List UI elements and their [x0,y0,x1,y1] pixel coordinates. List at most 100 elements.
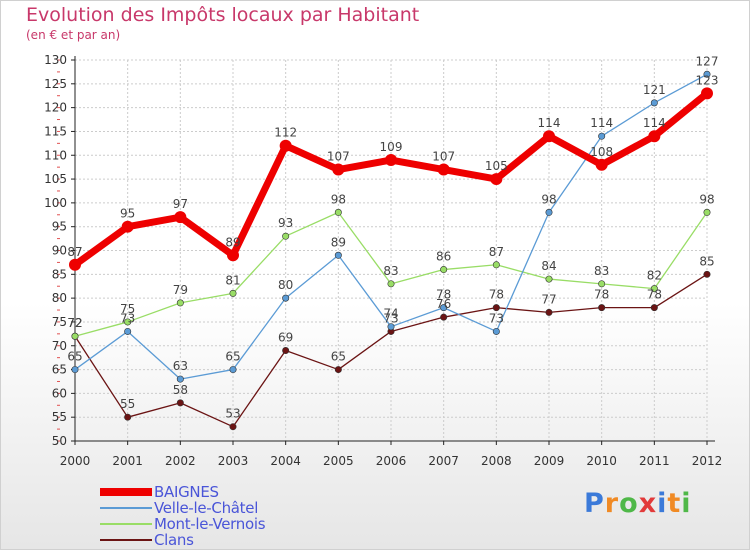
data-label-baignes-2000: 87 [67,245,82,259]
legend-swatch-mont-le-vernois [100,523,152,525]
data-point-velle-le-chatel-2005 [334,251,342,259]
data-point-clans-2001 [124,413,132,421]
y-tick-label-65: 65 [52,363,67,377]
legend-item-baignes: BAIGNES [100,483,265,501]
data-label-mont-le-vernois-2010: 83 [594,264,609,278]
legend-label-baignes: BAIGNES [154,483,219,501]
logo-letter: r [604,488,620,519]
axes [74,56,715,442]
data-label-clans-2000: 72 [67,316,82,330]
data-label-clans-2008: 78 [489,288,504,302]
data-point-mont-le-vernois-2012 [703,208,711,216]
legend-swatch-clans [100,539,152,541]
data-point-mont-le-vernois-2003 [229,289,237,297]
data-point-mont-le-vernois-2008 [492,261,500,269]
chart-subtitle: (en € et par an) [26,28,121,42]
data-label-clans-2012: 85 [699,254,714,268]
data-point-clans-2010 [598,304,606,312]
data-label-velle-le-chatel-2008: 73 [489,311,504,325]
data-point-baignes-2007 [437,163,450,176]
y-tick-label-130: 130 [44,53,67,67]
data-label-baignes-2006: 109 [380,140,403,154]
data-point-clans-2005 [334,366,342,374]
data-label-velle-le-chatel-2003: 65 [225,350,240,364]
data-point-velle-le-chatel-2008 [492,327,500,335]
x-tick-label-2000: 2000 [60,454,91,468]
data-point-velle-le-chatel-2000 [71,366,79,374]
logo-letter: t [667,488,682,519]
legend: BAIGNES Velle-le-Châtel Mont-le-Vernois … [100,483,266,549]
y-tick-label-105: 105 [44,172,67,186]
data-label-baignes-2004: 112 [274,126,297,140]
y-tick-label-60: 60 [52,386,67,400]
data-label-clans-2005: 65 [331,350,346,364]
data-point-velle-le-chatel-2001 [124,327,132,335]
y-tick-label-100: 100 [44,196,67,210]
data-point-mont-le-vernois-2009 [545,275,553,283]
data-point-mont-le-vernois-2002 [176,299,184,307]
data-label-velle-le-chatel-2011: 121 [643,83,666,97]
data-label-baignes-2008: 105 [485,159,508,173]
logo-letter: i [681,488,692,519]
data-label-mont-le-vernois-2004: 93 [278,216,293,230]
logo-letter: o [619,488,639,519]
data-point-clans-2007 [440,313,448,321]
logo-letter: i [657,488,668,519]
data-label-clans-2001: 55 [120,397,135,411]
y-axis-ticks: 50 55 60 65 70 75 80 85 90 95 100 105 110 115 120 125 13… [44,53,75,448]
legend-label-velle-le-chatel: Velle-le-Châtel [154,499,259,517]
data-label-velle-le-chatel-2010: 114 [590,116,613,130]
data-label-clans-2009: 77 [541,292,556,306]
x-tick-label-2009: 2009 [534,454,565,468]
x-tick-label-2007: 2007 [428,454,459,468]
data-point-velle-le-chatel-2002 [176,375,184,383]
x-tick-label-2005: 2005 [323,454,354,468]
data-point-velle-le-chatel-2007 [440,304,448,312]
data-point-velle-le-chatel-2003 [229,366,237,374]
data-point-mont-le-vernois-2001 [124,318,132,326]
data-point-clans-2009 [545,308,553,316]
data-label-clans-2010: 78 [594,288,609,302]
y-tick-label-125: 125 [44,77,67,91]
data-point-clans-2011 [650,304,658,312]
chart-title: Evolution des Impôts locaux par Habitant [26,4,420,26]
data-label-velle-le-chatel-2001: 73 [120,311,135,325]
data-point-baignes-2011 [648,130,661,143]
data-label-baignes-2002: 97 [173,197,188,211]
data-label-mont-le-vernois-2007: 86 [436,250,451,264]
data-label-baignes-2010: 108 [590,145,613,159]
data-point-baignes-2010 [595,158,608,171]
data-label-velle-le-chatel-2012: 127 [696,54,719,68]
y-tick-label-55: 55 [52,410,67,424]
data-point-velle-le-chatel-2004 [282,294,290,302]
data-point-velle-le-chatel-2006 [387,323,395,331]
logo-letter: x [638,488,658,519]
data-label-baignes-2003: 89 [225,235,240,249]
data-label-mont-le-vernois-2006: 83 [383,264,398,278]
data-point-velle-le-chatel-2009 [545,208,553,216]
data-point-mont-le-vernois-2004 [282,232,290,240]
x-tick-label-2002: 2002 [165,454,196,468]
data-label-baignes-2012: 123 [696,73,719,87]
data-label-clans-2003: 53 [225,407,240,421]
legend-label-mont-le-vernois: Mont-le-Vernois [154,515,266,533]
data-point-velle-le-chatel-2011 [650,99,658,107]
data-label-mont-le-vernois-2000: 72 [67,316,82,330]
x-tick-label-2010: 2010 [586,454,617,468]
y-tick-label-115: 115 [44,124,67,138]
data-point-baignes-2005 [332,163,345,176]
data-point-mont-le-vernois-2007 [440,266,448,274]
data-point-baignes-2012 [701,87,713,100]
y-tick-label-85: 85 [52,267,67,281]
data-label-clans-2011: 78 [647,288,662,302]
x-tick-label-2004: 2004 [270,454,301,468]
data-label-velle-le-chatel-2004: 80 [278,278,293,292]
data-point-baignes-2004 [279,139,292,152]
data-point-baignes-2008 [490,173,503,186]
data-label-mont-le-vernois-2012: 98 [699,192,714,206]
legend-item-velle-le-chatel: Velle-le-Châtel [100,499,265,517]
data-label-baignes-2007: 107 [432,150,455,164]
data-point-baignes-2009 [543,130,555,143]
data-label-clans-2002: 58 [173,383,188,397]
data-point-baignes-2003 [227,249,239,262]
